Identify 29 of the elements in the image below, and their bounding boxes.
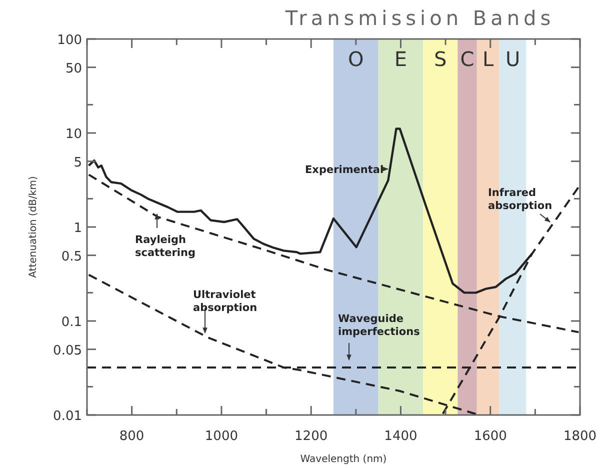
x-tick-label: 800 — [119, 429, 144, 444]
band-label: U — [505, 47, 520, 71]
series-label: Experimental — [305, 164, 384, 176]
x-tick-label: 1600 — [474, 429, 507, 444]
y-tick-label: 0.01 — [53, 409, 82, 424]
y-tick-label: 100 — [57, 33, 82, 48]
y-tick-label: 1 — [74, 221, 82, 236]
x-axis-title: Wavelength (nm) — [300, 454, 387, 465]
series-label: Ultraviolet absorption — [193, 289, 258, 314]
x-tick-label: 1800 — [563, 429, 597, 444]
y-tick-label: 0.1 — [61, 315, 82, 330]
y-tick-label: 50 — [65, 61, 82, 76]
series-label: Infrared absorption — [488, 187, 552, 212]
chart-title: Transmission Bands — [284, 6, 555, 30]
band-label: C — [460, 47, 474, 71]
band-label: O — [348, 47, 364, 71]
text: Waveguide imperfections — [338, 313, 420, 338]
y-tick-label: 5 — [74, 155, 82, 170]
x-tick-label: 1000 — [204, 429, 238, 444]
series-label: Rayleigh scattering — [135, 234, 196, 259]
band-label: E — [394, 47, 408, 71]
y-axis-title: Attenuation (dB/km) — [28, 176, 39, 278]
y-tick-label: 0.05 — [53, 343, 82, 358]
x-tick-label: 1400 — [384, 429, 418, 444]
band-label: L — [482, 47, 495, 71]
y-tick-label: 10 — [65, 127, 82, 142]
x-tick-label: 1200 — [294, 429, 328, 444]
y-tick-label: 0.5 — [61, 249, 82, 264]
band-label: S — [434, 47, 447, 71]
